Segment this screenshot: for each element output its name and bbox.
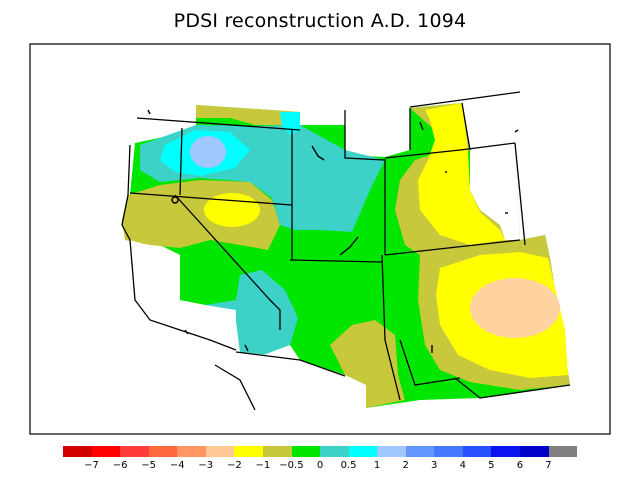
- legend-tick-label: 6: [516, 460, 524, 471]
- legend-swatch-13: [434, 446, 463, 457]
- lake-marks: [147, 109, 519, 353]
- legend-tick-label: −6: [112, 460, 128, 471]
- az-mexico-border: [235, 351, 346, 377]
- canada-border-east: [409, 91, 521, 108]
- state-line-ne: [384, 142, 516, 159]
- legend-swatch-5: [205, 446, 235, 457]
- lake-mark-11: [514, 129, 519, 133]
- legend-tick-label: −0.5: [279, 460, 304, 471]
- legend-swatch-6: [234, 446, 263, 457]
- legend-swatch-8: [291, 446, 321, 457]
- legend-swatch-9: [320, 446, 349, 457]
- legend-swatch-7: [262, 446, 292, 457]
- legend-tick-label: −4: [169, 460, 185, 471]
- legend-swatch-11: [377, 446, 406, 457]
- region-yellow-ne: [418, 103, 505, 245]
- legend-colorbar: [63, 446, 578, 457]
- lake-mark-5: [419, 121, 424, 131]
- legend-swatch-16: [520, 446, 549, 457]
- mask-white-south: [250, 345, 366, 400]
- legend-swatch-12: [405, 446, 435, 457]
- canada-border: [136, 117, 301, 131]
- mask-white-ne: [470, 143, 520, 240]
- lake-mark-3: [339, 236, 359, 256]
- legend-swatch-4: [177, 446, 206, 457]
- lake-mark-6: [171, 196, 179, 204]
- state-line-or-nv: [129, 192, 293, 206]
- legend-tick-label: −3: [198, 460, 214, 471]
- lake-mark-2: [311, 145, 325, 161]
- state-line-co: [384, 239, 521, 256]
- gulf-coast: [214, 364, 256, 411]
- map-title: PDSI reconstruction A.D. 1094: [173, 10, 467, 32]
- state-line-co-south: [381, 254, 401, 401]
- lake-mark-1: [147, 109, 151, 115]
- legend-swatch-14: [462, 446, 492, 457]
- legend-tick-label: 4: [459, 460, 466, 471]
- legend-tick-label: 3: [431, 460, 438, 471]
- legend-tick-label: 2: [402, 460, 409, 471]
- region-teal-sw: [205, 270, 298, 355]
- state-line-nv-ca: [174, 194, 281, 330]
- legend-tick-label: −5: [141, 460, 157, 471]
- legend-swatch-3: [148, 446, 178, 457]
- ca-coast-north: [121, 144, 131, 226]
- id-mt-border: [179, 127, 183, 196]
- legend-swatch-1: [91, 446, 121, 457]
- state-line-wy: [344, 110, 386, 255]
- legend-tick-label: 5: [488, 460, 495, 471]
- pdsi-field: [122, 103, 570, 408]
- legend-tick-label: −1: [255, 460, 271, 471]
- legend-tick-label: 0.5: [340, 460, 357, 471]
- legend-ticks: −7 −6 −5 −4 −3 −2 −1 −0.5 0 0.5 1 2 3 4 5 6 7: [0, 460, 640, 474]
- region-lightblue-north: [190, 136, 226, 168]
- state-line-ok: [454, 377, 571, 399]
- mask-white-sw: [128, 240, 236, 350]
- baja-coast: [121, 224, 237, 351]
- legend-tick-label: −7: [84, 460, 99, 471]
- legend-swatch-17: [548, 446, 578, 457]
- lake-mark-7: [244, 344, 249, 352]
- region-olive-north: [196, 105, 300, 125]
- legend-swatch-2: [120, 446, 149, 457]
- legend-tick-label: 0: [316, 460, 324, 471]
- state-line-east: [514, 142, 526, 246]
- state-line-ne-dakota: [461, 102, 471, 151]
- legend-tick-label: −2: [226, 460, 242, 471]
- legend-swatch-15: [491, 446, 520, 457]
- region-peach-se: [470, 278, 560, 338]
- legend-swatch-10: [348, 446, 378, 457]
- region-olive-south: [330, 320, 405, 408]
- lake-mark-10: [184, 329, 189, 335]
- legend-tick-label: 7: [545, 460, 552, 471]
- state-line-ut-az: [289, 259, 383, 263]
- legend-swatch-0: [63, 446, 92, 457]
- legend-tick-label: 1: [373, 460, 381, 471]
- region-yellow-nw: [204, 193, 260, 227]
- boundary-lines: [121, 91, 571, 411]
- state-line-nm: [399, 339, 461, 386]
